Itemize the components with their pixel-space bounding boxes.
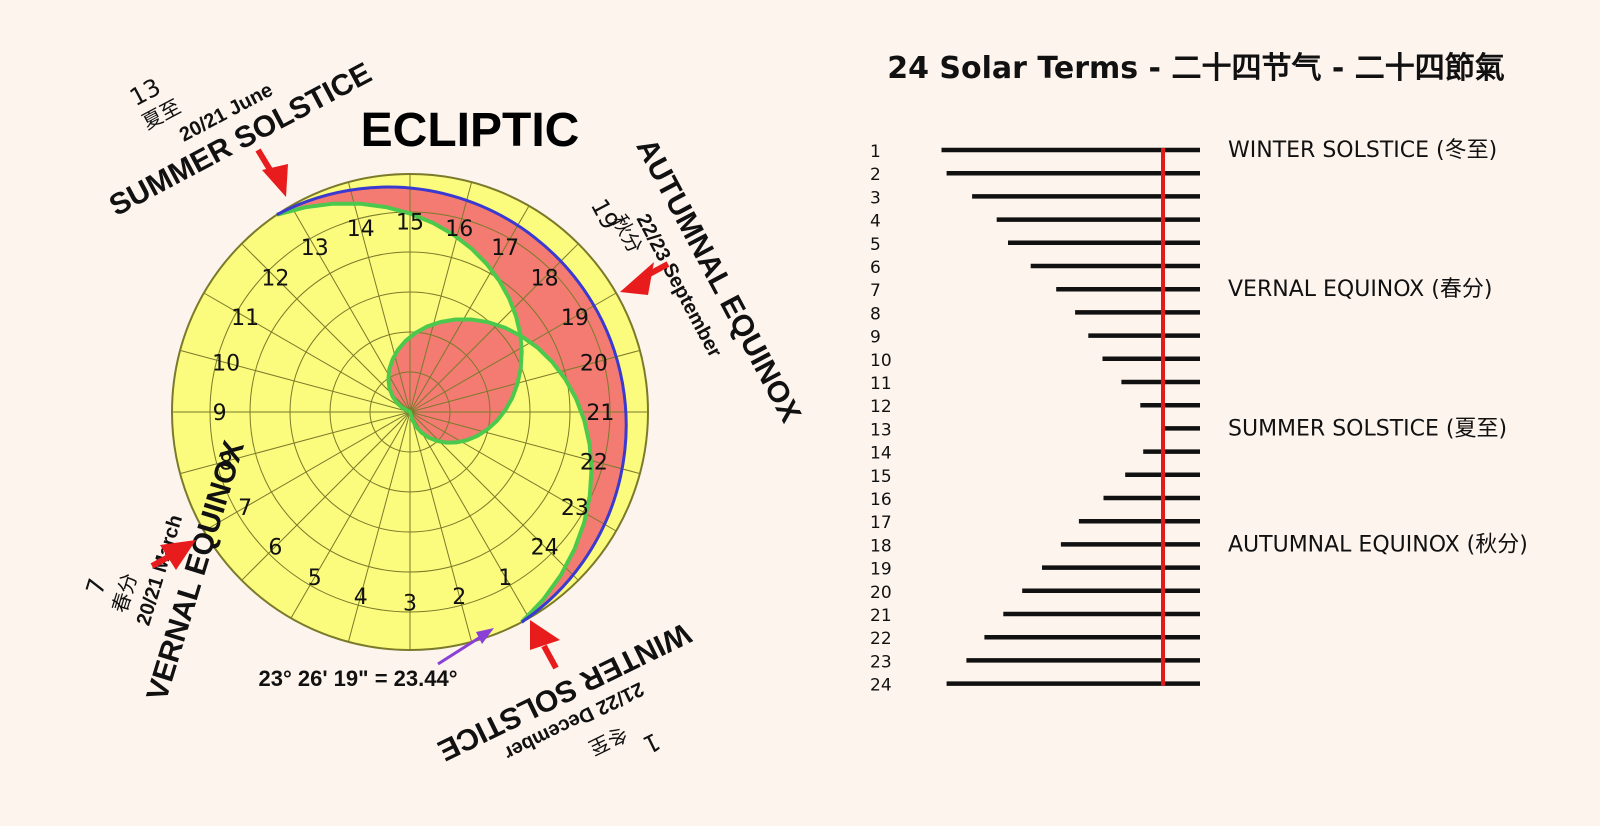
wheel-number: 1	[498, 566, 512, 591]
wheel-number: 6	[268, 536, 282, 561]
bar-category-label: 21	[870, 606, 892, 626]
wheel-number: 23	[561, 496, 589, 521]
bar-category-label: 12	[870, 397, 892, 417]
annotation-label: SUMMER SOLSTICE (夏至)	[1228, 416, 1507, 441]
bar-category-label: 6	[870, 258, 881, 278]
bar-category-label: 2	[870, 165, 881, 185]
chart-title: 24 Solar Terms - 二十四节气 - 二十四節氣	[887, 51, 1505, 86]
bar-category-label: 17	[870, 513, 892, 533]
grid-spoke	[347, 411, 411, 643]
bar-category-label: 20	[870, 583, 892, 603]
bar-category-label: 18	[870, 536, 892, 556]
grid-spoke	[409, 411, 617, 532]
wheel-number: 15	[396, 211, 424, 236]
winter-solstice-cn: 冬至	[585, 721, 631, 760]
bar-category-label: 14	[870, 444, 892, 464]
bar-category-label: 22	[870, 629, 892, 649]
wheel-number: 17	[491, 236, 519, 261]
grid-spoke	[241, 411, 411, 581]
grid-spoke	[409, 181, 473, 413]
wheel-number: 11	[231, 306, 259, 331]
arrow-summer-icon	[255, 148, 288, 197]
angle-label: 23° 26' 19" = 23.44°	[258, 666, 457, 691]
grid-spoke	[179, 411, 411, 475]
grid-spoke	[241, 243, 411, 413]
wheel-number: 10	[212, 352, 240, 377]
wheel-number: 16	[445, 217, 473, 242]
wheel-number: 3	[403, 591, 417, 616]
arrow-winter-icon	[530, 620, 560, 670]
grid-spoke	[409, 292, 617, 413]
bar-category-label: 3	[870, 188, 881, 208]
wheel-number: 20	[580, 352, 608, 377]
grid-spoke	[203, 411, 411, 532]
red-region	[276, 187, 627, 623]
grid-spoke	[347, 181, 411, 413]
bar-category-label: 7	[870, 281, 881, 301]
wheel-number: 14	[347, 217, 375, 242]
wheel-number: 5	[308, 566, 322, 591]
bar-category-label: 11	[870, 374, 892, 394]
grid-spoke	[179, 349, 411, 413]
wheel-number: 18	[531, 266, 559, 291]
bar-category-label: 1	[870, 142, 881, 162]
wheel-number: 7	[238, 496, 252, 521]
bar-category-label: 13	[870, 420, 892, 440]
bar-category-label: 24	[870, 676, 892, 696]
wheel-number: 21	[586, 401, 614, 426]
bar-category-label: 10	[870, 351, 892, 371]
arrow-angle-icon	[437, 628, 494, 666]
arrow-autumn-icon	[620, 261, 670, 295]
bar-category-label: 23	[870, 652, 892, 672]
green-boundary-curve	[276, 201, 594, 624]
vernal-equinox-num: 7	[81, 575, 112, 598]
grid-spoke	[409, 411, 641, 475]
grid-spoke	[409, 349, 641, 413]
arrow-vernal-icon	[150, 540, 196, 570]
wheel-number: 12	[261, 266, 289, 291]
winter-solstice-num: 1	[639, 727, 665, 759]
grid-spoke	[409, 205, 530, 413]
bar-category-label: 16	[870, 490, 892, 510]
wheel-number: 24	[531, 536, 559, 561]
wheel-number: 8	[219, 450, 233, 475]
grid-spoke	[409, 243, 579, 413]
annotation-label: WINTER SOLSTICE (冬至)	[1228, 138, 1497, 163]
annotation-label: VERNAL EQUINOX (春分)	[1228, 277, 1492, 302]
annotation-label: AUTUMNAL EQUINOX (秋分)	[1228, 532, 1528, 557]
bar-category-label: 9	[870, 328, 881, 348]
wheel-number: 4	[354, 585, 368, 610]
bar-category-label: 5	[870, 235, 881, 255]
ecliptic-label: ECLIPTIC	[361, 104, 580, 157]
wheel-number: 2	[452, 585, 466, 610]
solar-terms-chart: 123456789101112131415161718192021222324W…	[870, 138, 1528, 696]
wheel-number: 19	[561, 306, 589, 331]
grid-spoke	[409, 411, 530, 619]
blue-outer-arc	[276, 185, 628, 624]
wheel-number: 9	[213, 401, 227, 426]
grid-spoke	[409, 411, 473, 643]
bar-category-label: 4	[870, 212, 881, 232]
grid-spoke	[290, 411, 411, 619]
grid-spoke	[203, 292, 411, 413]
bar-category-label: 19	[870, 560, 892, 580]
winter-solstice-labels: WINTER SOLSTICE 21/22 December 冬至 1	[433, 616, 696, 767]
wheel-number: 22	[580, 450, 608, 475]
bar-category-label: 15	[870, 467, 892, 487]
bar-category-label: 8	[870, 304, 881, 324]
autumnal-equinox-name: AUTUMNAL EQUINOX	[630, 133, 808, 428]
wheel-number: 13	[301, 236, 329, 261]
